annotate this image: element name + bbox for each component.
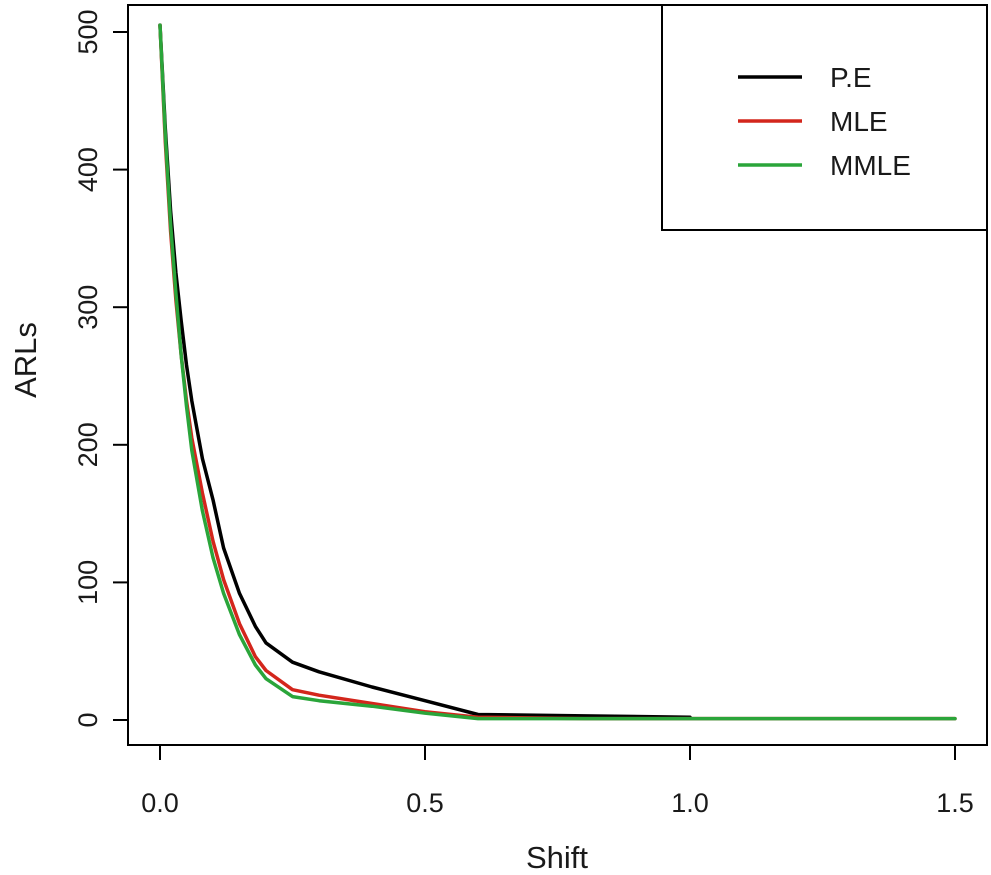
x-axis-ticks: 0.0 0.5 1.0 1.5	[141, 745, 974, 818]
x-tick-label: 0.5	[406, 788, 444, 818]
legend-label: MLE	[830, 106, 888, 137]
y-axis-ticks: 0 100 200 300 400 500	[73, 9, 128, 728]
y-tick-label: 400	[73, 147, 103, 192]
legend-label: MMLE	[830, 150, 911, 181]
y-axis-title: ARLs	[8, 322, 43, 398]
y-tick-label: 0	[73, 712, 103, 727]
series-layer	[158, 23, 957, 721]
x-axis-title: Shift	[526, 840, 588, 875]
x-tick-label: 1.5	[936, 788, 974, 818]
x-tick-label: 0.0	[141, 788, 179, 818]
y-tick-label: 300	[73, 285, 103, 330]
series-line-mmle	[158, 23, 957, 721]
legend-label: P.E	[830, 62, 872, 93]
y-tick-label: 100	[73, 560, 103, 605]
x-tick-label: 1.0	[671, 788, 709, 818]
y-tick-label: 500	[73, 9, 103, 54]
y-tick-label: 200	[73, 422, 103, 467]
series-line-p-e	[158, 23, 692, 719]
legend-box	[661, 4, 988, 231]
legend: P.E MLE MMLE	[661, 4, 988, 231]
